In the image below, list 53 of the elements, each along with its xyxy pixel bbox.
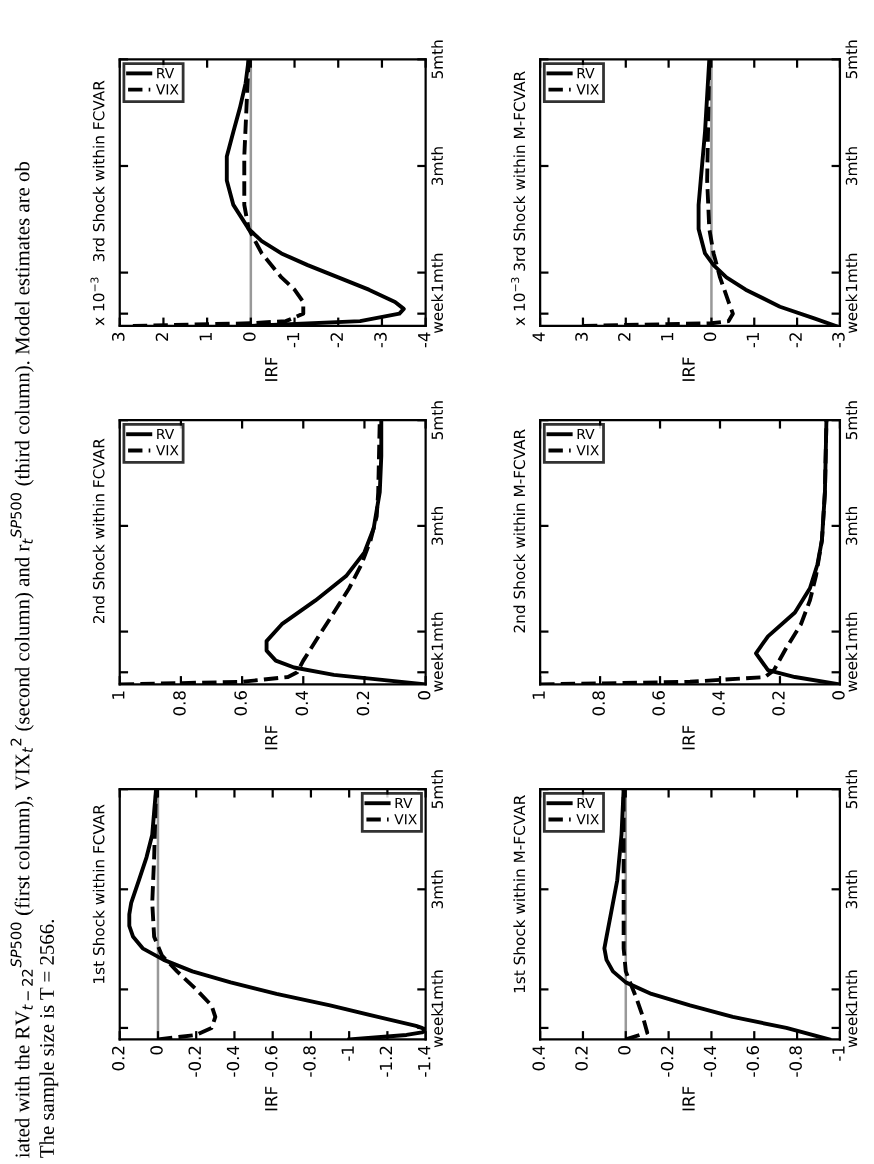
x-tick-label: 2 [155,333,169,341]
y-axis-title: IRF [682,725,695,750]
x-tick-label: 1 [532,691,545,699]
x-tick-label: -0.2 [660,1046,674,1077]
x-tick-label: 0 [417,691,431,700]
x-tick-label: 0 [703,332,717,341]
x-tick-label: -0.2 [188,1046,202,1077]
x-tick-label: 1 [661,333,674,341]
x-tick-label: -1.4 [418,1045,431,1077]
x-tick-label: 0.4 [295,690,309,716]
x-tick-label: 2 [618,333,631,341]
y-axis-title: IRF [682,1086,695,1111]
x-tick-label: 1 [199,333,212,341]
x-tick-label: -0.8 [789,1046,802,1077]
x-tick-label: -2 [789,333,802,348]
x-tick-label: 0.4 [532,1045,545,1071]
x-tick-label: -0.8 [303,1046,316,1077]
y-axis-title: IRF [265,1086,278,1111]
y-axis-title: IRF [265,725,278,750]
x-tick-label: -3 [832,332,845,348]
x-tick-label: -1.2 [379,1046,392,1077]
text: The sample size is T = 2566. [39,920,59,1158]
x-tick-label: -1 [286,333,300,348]
text: iated with the RV$_{t−22}$$^{SP500}$ (first column), VIX$_{t}$$^{2}$ (second column) and r$_{t}$$^{SP500}$ (third column). Model estimates are ob [10,161,34,1158]
x-tick-label: -2 [330,333,343,348]
x-tick-label: -3 [374,332,387,348]
x-tick-label: 0.2 [111,1046,125,1071]
x-tick-label: 0.2 [575,1046,588,1071]
x-tick-label: 0.6 [234,691,247,716]
x-tick-label: 0.6 [652,691,665,716]
x-tick-label: 3 [111,332,125,341]
x-tick-label: 0 [150,1046,163,1055]
x-tick-label: 0.4 [712,690,725,716]
x-tick-label: -0.4 [226,1045,240,1077]
x-tick-label: -0.6 [264,1046,278,1077]
x-tick-label: 0 [832,691,845,700]
x-tick-label: 0 [243,332,256,341]
x-tick-label: -1 [746,333,759,348]
x-tick-label: 3 [575,332,588,341]
x-tick-label: -0.4 [703,1045,717,1077]
x-tick-label: -0.6 [746,1046,760,1077]
x-tick-label: 0.8 [592,691,605,716]
x-tick-label: 4 [532,332,545,342]
x-tick-label: 0.2 [356,691,370,716]
x-tick-label: -1 [341,1046,354,1061]
y-axis-title: IRF [265,357,278,381]
x-tick-label: 1 [112,691,125,699]
x-tick-label: 0 [618,1046,631,1055]
x-tick-label: 0.8 [173,691,186,716]
x-tick-label: 0.2 [772,691,785,716]
x-tick-label: -1 [832,1046,845,1061]
y-axis-title: IRF [682,357,695,381]
x-tick-label: -4 [418,332,431,348]
